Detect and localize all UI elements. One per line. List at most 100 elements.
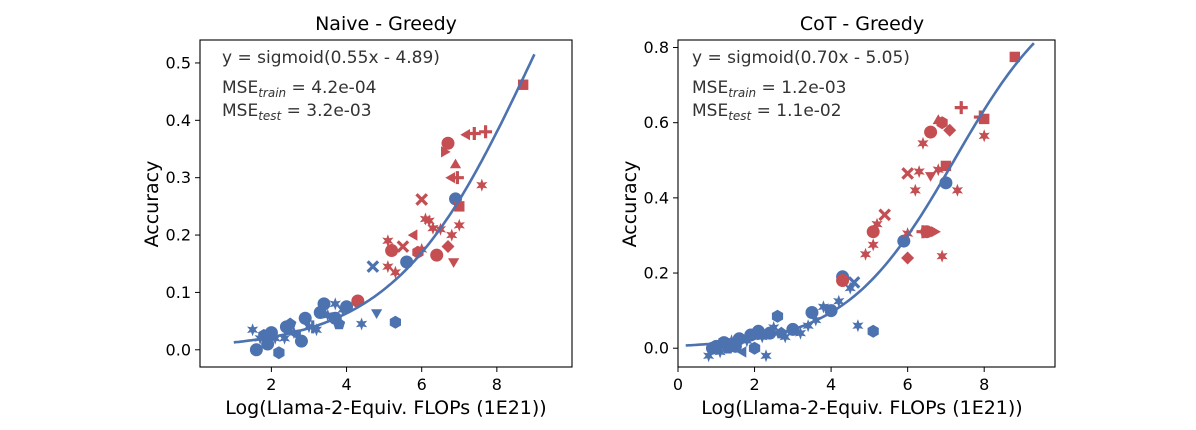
train-point xyxy=(852,319,864,333)
y-tick-label: 0.4 xyxy=(166,111,191,130)
test-point xyxy=(449,158,462,169)
x-ticks: 0 2 4 6 8 xyxy=(673,367,989,394)
mse-test: MSEtest = 3.2e-03 xyxy=(222,101,372,123)
test-point xyxy=(445,172,455,184)
test-point xyxy=(932,114,944,125)
train-point xyxy=(355,317,368,331)
test-point xyxy=(878,208,892,222)
fit-equation: y = sigmoid(0.55x - 4.89) xyxy=(222,48,440,68)
train-point xyxy=(371,309,383,319)
train-point xyxy=(802,319,814,333)
test-point xyxy=(920,225,934,239)
chart-title: CoT - Greedy xyxy=(800,13,924,35)
y-tick-label: 0.1 xyxy=(166,283,191,302)
test-point xyxy=(441,240,455,253)
train-point xyxy=(867,324,879,338)
test-point xyxy=(932,163,944,177)
mse-train: MSEtrain = 1.2e-03 xyxy=(692,78,846,100)
train-point xyxy=(833,294,845,308)
fit-equation: y = sigmoid(0.70x - 5.05) xyxy=(692,48,910,68)
train-point xyxy=(329,297,341,311)
test-point xyxy=(943,123,957,137)
test-point xyxy=(441,146,451,158)
y-ticks: 0.0 0.2 0.4 0.6 0.8 xyxy=(644,38,678,358)
test-point xyxy=(396,240,410,253)
test-point xyxy=(917,136,929,150)
test-point xyxy=(931,226,941,238)
y-tick-label: 0.5 xyxy=(166,53,191,72)
train-point xyxy=(317,297,331,311)
test-point xyxy=(901,251,915,265)
test-point xyxy=(460,129,470,141)
train-point xyxy=(736,346,747,358)
test-point xyxy=(954,101,968,115)
train-point xyxy=(366,260,380,273)
test-point xyxy=(836,274,850,288)
y-ticks: 0.0 0.1 0.2 0.3 0.4 0.5 xyxy=(166,53,200,359)
test-point xyxy=(476,178,488,192)
x-ticks: 2 4 6 8 xyxy=(266,367,502,394)
test-point xyxy=(913,165,925,179)
test-point xyxy=(978,129,990,143)
train-point xyxy=(249,343,263,357)
plot-frame xyxy=(199,39,573,368)
x-tick-label: 4 xyxy=(341,375,351,394)
x-axis-label: Log(Llama-2-Equiv. FLOPs (1E21)) xyxy=(701,397,1022,419)
train-point xyxy=(768,321,780,334)
test-point xyxy=(901,167,914,180)
y-axis-label: Accuracy xyxy=(619,161,641,248)
train-point xyxy=(340,300,354,314)
train-point xyxy=(269,331,281,345)
test-point xyxy=(924,125,938,139)
train-point xyxy=(771,309,784,323)
test-point xyxy=(940,160,952,172)
test-point xyxy=(978,113,990,125)
fit-curve xyxy=(233,53,536,344)
test-point xyxy=(415,193,429,206)
test-point xyxy=(936,249,948,263)
test-point xyxy=(382,234,394,248)
mse-test: MSEtest = 1.1e-02 xyxy=(692,101,842,123)
test-point xyxy=(416,242,428,256)
train-point xyxy=(278,331,291,345)
train-point xyxy=(760,349,772,363)
y-tick-label: 0.3 xyxy=(166,168,191,187)
test-point xyxy=(441,136,455,150)
x-tick-label: 4 xyxy=(826,375,836,394)
test-point xyxy=(385,244,399,258)
train-point xyxy=(291,329,301,342)
train-point xyxy=(400,255,414,269)
test-point xyxy=(419,212,432,226)
y-tick-label: 0.2 xyxy=(644,264,669,283)
y-axis-label: Accuracy xyxy=(141,161,163,248)
x-tick-label: 8 xyxy=(492,375,502,394)
test-point xyxy=(925,172,937,182)
chart-title: Naive - Greedy xyxy=(315,13,457,35)
test-point xyxy=(467,127,481,141)
y-tick-label: 0.0 xyxy=(166,340,191,359)
test-point xyxy=(479,125,493,139)
x-tick-label: 6 xyxy=(417,375,427,394)
test-point xyxy=(454,201,465,212)
train-point xyxy=(332,317,346,330)
train-point xyxy=(794,326,807,340)
train-point xyxy=(273,346,285,360)
fit-curve xyxy=(685,42,1035,347)
data-points xyxy=(247,79,529,360)
x-tick-label: 6 xyxy=(903,375,913,394)
train-point xyxy=(847,276,861,289)
mse-train: MSEtrain = 4.2e-04 xyxy=(222,78,376,100)
test-point xyxy=(453,218,465,232)
x-tick-label: 0 xyxy=(673,375,683,394)
test-point xyxy=(430,248,444,262)
test-point xyxy=(389,265,401,279)
train-point xyxy=(817,300,830,314)
train-point xyxy=(748,341,761,355)
x-axis-label: Log(Llama-2-Equiv. FLOPs (1E21)) xyxy=(225,397,546,419)
train-point xyxy=(284,317,297,330)
test-point xyxy=(1009,51,1021,63)
test-point xyxy=(382,260,394,274)
train-point xyxy=(298,311,312,325)
train-point xyxy=(703,349,715,363)
